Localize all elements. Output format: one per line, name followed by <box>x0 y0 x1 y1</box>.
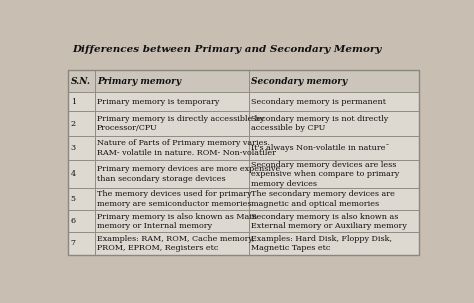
Text: Secondary memory devices are less
expensive when compare to primary
memory devic: Secondary memory devices are less expens… <box>251 161 399 188</box>
Text: 7: 7 <box>71 239 76 248</box>
Text: Primary memory devices are more expensive
than secondary storage devices: Primary memory devices are more expensiv… <box>97 165 280 183</box>
Text: It's always Non-volatile in nature¯: It's always Non-volatile in nature¯ <box>251 144 390 152</box>
Bar <box>95 70 249 92</box>
Bar <box>95 136 249 161</box>
Bar <box>95 112 249 136</box>
Bar <box>249 232 419 255</box>
Text: Differences between Primary and Secondary Memory: Differences between Primary and Secondar… <box>72 45 382 54</box>
Bar <box>249 188 419 210</box>
Bar <box>68 136 95 161</box>
Bar <box>249 70 419 92</box>
Bar <box>95 232 249 255</box>
Text: Secondary memory is not directly
accessible by CPU: Secondary memory is not directly accessi… <box>251 115 388 132</box>
Text: The secondary memory devices are
magnetic and optical memories: The secondary memory devices are magneti… <box>251 190 395 208</box>
Bar <box>95 188 249 210</box>
Bar <box>68 70 419 255</box>
Text: Primary memory is temporary: Primary memory is temporary <box>97 98 219 106</box>
Bar <box>95 161 249 188</box>
Text: Secondary memory is also known as
External memory or Auxiliary memory: Secondary memory is also known as Extern… <box>251 212 407 230</box>
Bar <box>68 161 95 188</box>
Text: Secondary memory: Secondary memory <box>251 77 347 86</box>
Bar <box>68 92 95 112</box>
Bar <box>249 92 419 112</box>
Text: 1: 1 <box>71 98 76 106</box>
Text: Nature of Parts of Primary memory varies.
RAM- volatile in nature. ROM- Non-vola: Nature of Parts of Primary memory varies… <box>97 139 276 157</box>
Text: 3: 3 <box>71 144 76 152</box>
Text: 6: 6 <box>71 217 76 225</box>
Text: Primary memory is also known as Main
memory or Internal memory: Primary memory is also known as Main mem… <box>97 212 257 230</box>
Text: Primary memory: Primary memory <box>97 77 181 86</box>
Text: Secondary memory is permanent: Secondary memory is permanent <box>251 98 386 106</box>
Bar <box>95 92 249 112</box>
Bar <box>249 161 419 188</box>
Text: Examples: RAM, ROM, Cache memory,
PROM, EPROM, Registers etc: Examples: RAM, ROM, Cache memory, PROM, … <box>97 235 255 252</box>
Bar <box>249 112 419 136</box>
Bar <box>68 70 95 92</box>
Bar <box>95 210 249 232</box>
Bar <box>249 136 419 161</box>
Text: Examples: Hard Disk, Floppy Disk,
Magnetic Tapes etc: Examples: Hard Disk, Floppy Disk, Magnet… <box>251 235 392 252</box>
Bar <box>68 112 95 136</box>
Text: 2: 2 <box>71 120 76 128</box>
Bar <box>249 210 419 232</box>
Text: The memory devices used for primary
memory are semiconductor memories: The memory devices used for primary memo… <box>97 190 252 208</box>
Text: S.N.: S.N. <box>71 77 91 86</box>
Bar <box>68 232 95 255</box>
Text: 5: 5 <box>71 195 76 203</box>
Text: Primary memory is directly accessible by
Processor/CPU: Primary memory is directly accessible by… <box>97 115 264 132</box>
Text: 4: 4 <box>71 170 76 178</box>
Bar <box>68 210 95 232</box>
Bar <box>68 188 95 210</box>
